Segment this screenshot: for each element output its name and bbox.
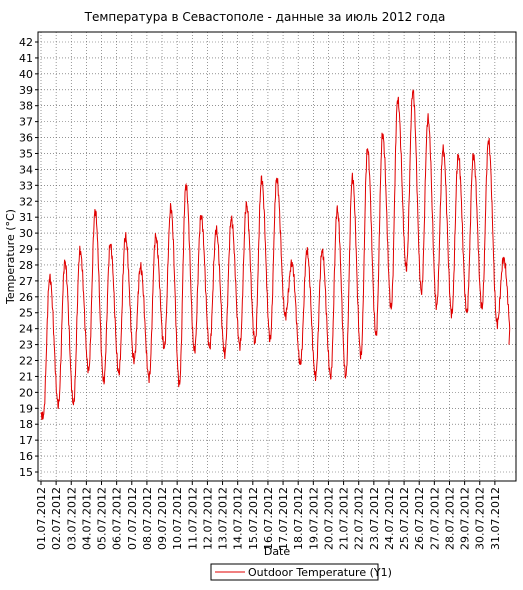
y-tick-label: 31 <box>19 211 33 224</box>
x-tick-label: 31.07.2012 <box>489 487 502 550</box>
y-tick-label: 23 <box>19 339 33 352</box>
x-axis-label: Date <box>264 545 291 558</box>
y-tick-label: 28 <box>19 259 33 272</box>
legend: Outdoor Temperature (Y1) <box>210 563 392 581</box>
legend-entry: Outdoor Temperature (Y1) <box>248 566 392 579</box>
y-tick-label: 34 <box>19 163 33 176</box>
y-axis-label: Temperature (°C) <box>4 209 17 305</box>
y-tick-label: 35 <box>19 147 33 160</box>
y-tick-label: 40 <box>19 68 33 81</box>
y-tick-label: 38 <box>19 100 33 113</box>
y-tick-label: 30 <box>19 227 33 240</box>
y-tick-label: 20 <box>19 386 33 399</box>
y-tick-label: 25 <box>19 307 33 320</box>
x-tick-label: 30.07.2012 <box>474 487 487 550</box>
chart-title: Температура в Севастополе - данные за ию… <box>84 10 446 24</box>
x-tick-label: 03.07.2012 <box>65 487 78 550</box>
x-tick-label: 25.07.2012 <box>398 487 411 550</box>
x-tick-label: 07.07.2012 <box>126 487 139 550</box>
x-tick-label: 19.07.2012 <box>307 487 320 550</box>
plot-area <box>37 31 517 482</box>
x-tick-label: 29.07.2012 <box>459 487 472 550</box>
y-tick-label: 24 <box>19 323 33 336</box>
y-tick-label: 42 <box>19 36 33 49</box>
x-tick-label: 04.07.2012 <box>80 487 93 550</box>
y-axis: 15 16 17 18 19 20 21 22 23 24 25 26 27 28 29 30 31 32 33 34… <box>19 36 38 479</box>
x-tick-label: 17.07.2012 <box>277 487 290 550</box>
x-tick-label: 10.07.2012 <box>171 487 184 550</box>
x-tick-label: 24.07.2012 <box>383 487 396 550</box>
x-axis: 01.07.2012 02.07.2012 03.07.2012 04.07.2012… <box>35 481 502 550</box>
x-tick-label: 11.07.2012 <box>186 487 199 550</box>
series-line-outdoor-temperature <box>40 88 511 421</box>
x-tick-label: 06.07.2012 <box>111 487 124 550</box>
y-tick-label: 32 <box>19 195 33 208</box>
x-tick-label: 13.07.2012 <box>217 487 230 550</box>
y-tick-label: 37 <box>19 116 33 129</box>
y-tick-label: 16 <box>19 450 33 463</box>
x-tick-label: 01.07.2012 <box>35 487 48 550</box>
y-tick-label: 41 <box>19 52 33 65</box>
x-tick-label: 23.07.2012 <box>368 487 381 550</box>
y-tick-label: 21 <box>19 370 33 383</box>
y-tick-label: 33 <box>19 179 33 192</box>
legend-box <box>210 563 379 581</box>
y-tick-label: 22 <box>19 355 33 368</box>
y-tick-label: 27 <box>19 275 33 288</box>
x-tick-label: 15.07.2012 <box>247 487 260 550</box>
y-tick-label: 17 <box>19 434 33 447</box>
x-tick-label: 16.07.2012 <box>262 487 275 550</box>
x-tick-label: 22.07.2012 <box>353 487 366 550</box>
x-tick-label: 14.07.2012 <box>232 487 245 550</box>
x-tick-label: 12.07.2012 <box>201 487 214 550</box>
y-tick-label: 18 <box>19 418 33 431</box>
x-tick-label: 02.07.2012 <box>50 487 63 550</box>
grid <box>38 32 516 481</box>
x-tick-label: 18.07.2012 <box>292 487 305 550</box>
y-tick-label: 36 <box>19 132 33 145</box>
x-tick-label: 27.07.2012 <box>428 487 441 550</box>
y-tick-label: 39 <box>19 84 33 97</box>
x-tick-label: 09.07.2012 <box>156 487 169 550</box>
y-tick-label: 26 <box>19 291 33 304</box>
x-tick-label: 26.07.2012 <box>413 487 426 550</box>
x-tick-label: 28.07.2012 <box>443 487 456 550</box>
x-tick-label: 05.07.2012 <box>96 487 109 550</box>
y-tick-label: 19 <box>19 402 33 415</box>
y-tick-label: 15 <box>19 466 33 479</box>
x-tick-label: 20.07.2012 <box>322 487 335 550</box>
x-tick-label: 21.07.2012 <box>338 487 351 550</box>
y-tick-label: 29 <box>19 243 33 256</box>
x-tick-label: 08.07.2012 <box>141 487 154 550</box>
